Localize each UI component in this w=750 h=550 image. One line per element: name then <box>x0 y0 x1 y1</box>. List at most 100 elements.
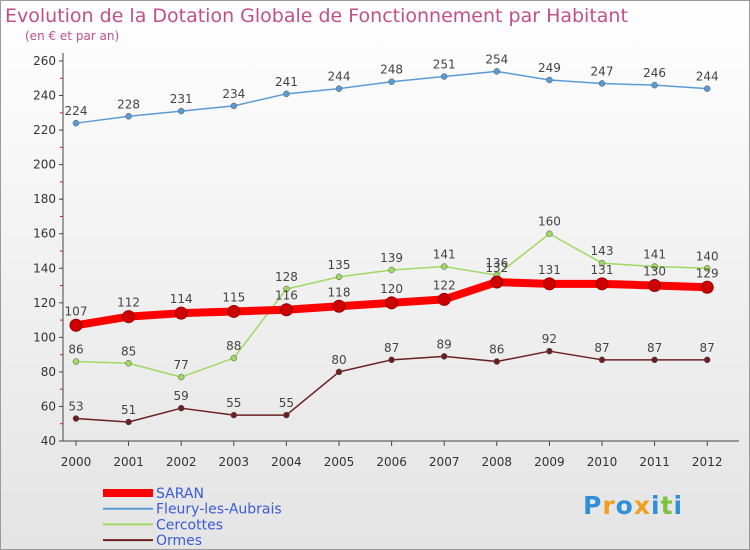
data-label: 131 <box>538 263 561 277</box>
data-point <box>703 265 711 272</box>
data-label: 122 <box>433 278 456 292</box>
data-label: 140 <box>696 249 719 263</box>
data-label: 118 <box>328 285 351 299</box>
data-label: 120 <box>380 282 403 296</box>
data-label: 87 <box>384 341 399 355</box>
data-point <box>703 356 711 364</box>
data-point <box>177 373 185 381</box>
data-point <box>651 81 658 89</box>
y-tick-label: 140 <box>33 261 56 275</box>
data-point <box>598 259 606 267</box>
data-point <box>651 263 658 270</box>
data-point <box>437 292 451 306</box>
data-label: 88 <box>226 339 241 353</box>
data-label: 85 <box>121 344 136 358</box>
logo-letter: i <box>651 491 661 520</box>
y-tick-label: 80 <box>41 365 56 379</box>
y-tick-label: 220 <box>33 123 56 137</box>
data-label: 87 <box>594 341 609 355</box>
data-label: 241 <box>275 75 298 89</box>
x-tick-label: 2000 <box>61 455 92 469</box>
data-label: 80 <box>331 353 346 367</box>
y-tick-label: 100 <box>33 330 56 344</box>
chart-title: Evolution de la Dotation Globale de Fonc… <box>5 5 628 27</box>
data-point <box>440 263 448 270</box>
data-point <box>283 90 290 98</box>
data-label: 249 <box>538 61 561 75</box>
logo-letter: i <box>673 491 684 520</box>
y-tick-label: 240 <box>33 89 56 103</box>
x-tick-label: 2012 <box>692 455 723 469</box>
data-point <box>385 296 399 310</box>
data-label: 228 <box>117 97 140 111</box>
data-label: 139 <box>380 251 403 265</box>
logo-letter: P <box>583 491 603 520</box>
data-point <box>72 119 80 127</box>
data-label: 59 <box>174 389 189 403</box>
data-label: 234 <box>222 87 245 101</box>
data-point <box>335 368 343 376</box>
x-tick-label: 2008 <box>482 455 513 469</box>
data-point <box>703 85 711 92</box>
y-tick-label: 120 <box>33 296 56 310</box>
data-label: 107 <box>65 304 88 318</box>
data-label: 128 <box>275 270 298 284</box>
data-point <box>335 273 343 281</box>
data-label: 248 <box>380 63 403 77</box>
data-point <box>648 279 662 293</box>
data-label: 244 <box>328 70 351 84</box>
data-label: 89 <box>437 337 452 351</box>
data-point <box>227 304 241 318</box>
data-point <box>493 358 501 365</box>
x-tick-label: 2001 <box>113 455 144 469</box>
data-label: 86 <box>68 343 83 357</box>
data-label: 132 <box>485 261 508 275</box>
data-point <box>279 303 293 317</box>
data-point <box>125 360 132 367</box>
legend-label: SARAN <box>156 486 204 502</box>
logo-letter: r <box>602 491 616 520</box>
data-point <box>542 277 556 291</box>
data-point <box>598 80 606 87</box>
data-label: 160 <box>538 215 561 229</box>
data-label: 131 <box>591 263 614 277</box>
data-label: 87 <box>647 341 662 355</box>
data-label: 254 <box>485 52 508 66</box>
data-label: 115 <box>222 290 245 304</box>
y-tick-label: 60 <box>41 399 56 413</box>
data-point <box>174 306 188 320</box>
data-point <box>230 102 238 110</box>
data-label: 231 <box>170 92 193 106</box>
data-label: 55 <box>226 396 241 410</box>
data-point <box>177 107 185 115</box>
data-label: 251 <box>433 58 456 72</box>
data-point <box>440 353 448 360</box>
data-point <box>125 418 132 426</box>
data-point <box>546 230 553 237</box>
data-label: 224 <box>65 104 88 118</box>
data-label: 77 <box>174 358 189 372</box>
data-point <box>72 415 80 422</box>
data-point <box>72 358 80 365</box>
logo-letter: t <box>660 491 674 520</box>
data-point <box>230 411 238 419</box>
data-point <box>125 113 132 120</box>
x-tick-label: 2011 <box>639 455 670 469</box>
logo-letter: x <box>633 491 651 520</box>
data-point <box>595 277 609 291</box>
data-label: 112 <box>117 296 140 310</box>
x-tick-label: 2010 <box>587 455 618 469</box>
data-point <box>700 280 714 294</box>
data-label: 143 <box>591 244 614 258</box>
legend-label: Fleury-les-Aubrais <box>156 502 282 518</box>
data-point <box>69 318 83 332</box>
data-point <box>490 275 504 289</box>
data-point <box>493 68 501 75</box>
x-tick-label: 2006 <box>376 455 407 469</box>
x-tick-label: 2004 <box>271 455 302 469</box>
data-point <box>546 76 553 84</box>
data-label: 51 <box>121 403 136 417</box>
data-point <box>335 85 343 92</box>
data-point <box>332 299 346 313</box>
